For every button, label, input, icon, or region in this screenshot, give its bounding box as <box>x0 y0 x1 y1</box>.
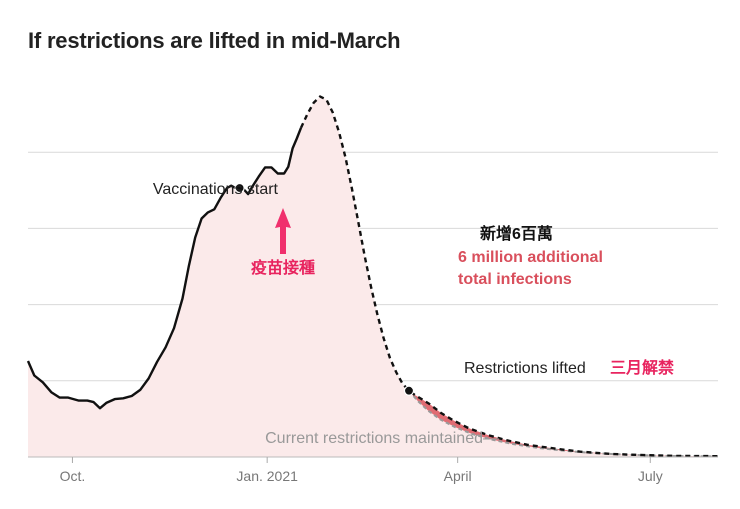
current-restrictions-label: Current restrictions maintained— <box>265 430 499 447</box>
current-restrictions-line <box>408 390 719 458</box>
vaccinations-arrow-icon <box>275 208 291 254</box>
restrictions-lifted-label-bg <box>462 355 692 379</box>
marker-dot-1 <box>403 385 415 396</box>
event-markers <box>234 182 415 396</box>
restrictions-lifted-cn-label: 三月解禁 <box>610 358 674 377</box>
additional-infections-line1: 6 million additional <box>458 249 603 266</box>
restrictions-lifted-line <box>299 95 719 458</box>
area-under-curve <box>28 96 718 457</box>
actual-cases-line <box>26 127 303 410</box>
x-tick-label-0: Oct. <box>60 468 86 484</box>
x-tick-label-2: April <box>444 468 472 484</box>
additional-infections-line2: total infections <box>458 271 572 288</box>
added-cn-label: 新增6百萬 <box>480 224 553 243</box>
marker-dot-0 <box>234 182 245 194</box>
chart-title: If restrictions are lifted in mid-March <box>28 28 401 53</box>
vaccinations-start-label: Vaccinations start <box>153 181 279 198</box>
vaccinations-start-cn-label: 疫苗接種 <box>251 258 315 277</box>
restrictions-lifted-label: Restrictions lifted <box>464 360 586 377</box>
x-tick-label-1: Jan. 2021 <box>236 468 298 484</box>
x-tick-label-3: July <box>638 468 663 484</box>
x-axis-ticks: Oct. Jan. 2021 April July <box>60 457 663 484</box>
